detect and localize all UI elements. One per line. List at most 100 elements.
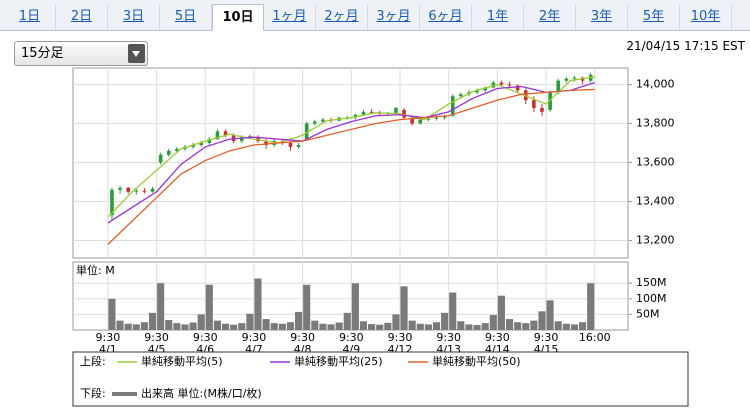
y-tick-label: 100M bbox=[636, 292, 667, 305]
volume-bar bbox=[481, 323, 489, 330]
candle-body bbox=[248, 136, 252, 138]
candle-body bbox=[239, 137, 244, 142]
volume-bar bbox=[116, 320, 124, 330]
candle-body bbox=[499, 82, 504, 85]
candle-body bbox=[394, 107, 398, 113]
volume-bar bbox=[311, 320, 319, 330]
volume-bar bbox=[343, 312, 351, 330]
volume-bar bbox=[579, 322, 587, 330]
volume-bar bbox=[270, 323, 278, 330]
candle-body bbox=[434, 117, 439, 119]
candle-body bbox=[223, 131, 228, 136]
dropdown-label: 15分足 bbox=[21, 46, 64, 61]
volume-bar bbox=[392, 314, 400, 330]
candle-body bbox=[402, 109, 406, 118]
y-tick-label: 14,000 bbox=[636, 78, 675, 91]
y-tick-label: 13,400 bbox=[636, 194, 675, 207]
volume-bar bbox=[221, 323, 230, 330]
volume-bar bbox=[408, 320, 416, 330]
candle-body bbox=[158, 154, 163, 163]
candle-body bbox=[126, 187, 130, 192]
candle-body bbox=[507, 84, 512, 86]
volume-bar bbox=[132, 324, 140, 330]
legend-label: 単純移動平均(25) bbox=[294, 354, 383, 368]
moving-average-line bbox=[107, 76, 595, 218]
volume-bar bbox=[157, 283, 165, 330]
volume-bar bbox=[303, 284, 311, 330]
legend-prefix: 下段: bbox=[80, 386, 106, 400]
candle-body bbox=[556, 80, 561, 93]
volume-bar bbox=[140, 322, 148, 330]
y-tick-label: 13,600 bbox=[636, 156, 675, 169]
legend-label: 単純移動平均(5) bbox=[141, 354, 223, 368]
candle-body bbox=[410, 117, 414, 124]
candle-body bbox=[175, 148, 179, 151]
candle-body bbox=[475, 90, 479, 93]
volume-bar bbox=[587, 283, 595, 330]
x-tick-label: 9:30 bbox=[485, 331, 510, 344]
candle-body bbox=[418, 119, 423, 124]
volume-bar bbox=[384, 322, 392, 330]
volume-bar bbox=[238, 323, 246, 330]
candle-body bbox=[459, 94, 463, 97]
range-tab[interactable]: 3ヶ月 bbox=[368, 4, 420, 30]
candle-body bbox=[150, 188, 155, 192]
legend-label: 出来高 単位:(M株/口/枚) bbox=[141, 386, 262, 400]
y-tick-label: 50M bbox=[636, 307, 660, 320]
timestamp: 21/04/15 17:15 EST bbox=[626, 39, 745, 53]
candle-body bbox=[540, 107, 544, 112]
legend-box bbox=[72, 351, 689, 407]
volume-bar bbox=[522, 323, 530, 330]
candle-body bbox=[264, 141, 268, 145]
x-tick-label: 9:30 bbox=[436, 331, 461, 344]
volume-bar bbox=[432, 322, 441, 330]
range-tab[interactable]: 6ヶ月 bbox=[420, 4, 472, 30]
x-tick-label: 16:00 bbox=[579, 331, 611, 344]
candle-body bbox=[361, 111, 366, 115]
candle-body bbox=[369, 111, 374, 113]
volume-bar bbox=[457, 321, 465, 330]
candle-body bbox=[515, 85, 520, 91]
candle-body bbox=[564, 78, 569, 81]
volume-bar bbox=[189, 322, 197, 330]
range-tab[interactable]: 2日 bbox=[56, 4, 108, 30]
range-tab[interactable]: 5日 bbox=[160, 4, 212, 30]
candle-body bbox=[199, 143, 204, 145]
volume-bar bbox=[230, 324, 238, 330]
range-tab[interactable]: 1ヶ月 bbox=[264, 4, 316, 30]
interval-dropdown[interactable]: 15分足 bbox=[14, 41, 148, 66]
x-tick-label: 9:30 bbox=[290, 331, 315, 344]
x-tick-label: 9:30 bbox=[96, 331, 121, 344]
moving-average-line bbox=[107, 81, 595, 224]
range-tab[interactable]: 2ヶ月 bbox=[316, 4, 368, 30]
range-tab[interactable]: 2年 bbox=[524, 4, 576, 30]
candle-body bbox=[166, 150, 171, 155]
range-tab[interactable]: 3年 bbox=[576, 4, 628, 30]
range-tab[interactable]: 1日 bbox=[4, 4, 56, 30]
candle-body bbox=[572, 77, 577, 79]
range-tab[interactable]: 5年 bbox=[628, 4, 680, 30]
range-tab[interactable]: 3日 bbox=[108, 4, 160, 30]
candle-body bbox=[532, 100, 536, 108]
volume-unit-label: 単位: M bbox=[76, 263, 115, 277]
candle-body bbox=[426, 118, 431, 120]
range-tab[interactable]: 10日 bbox=[212, 4, 264, 31]
candle-body bbox=[207, 139, 212, 144]
volume-bar bbox=[205, 284, 213, 330]
candle-body bbox=[110, 189, 114, 216]
volume-bar bbox=[246, 313, 254, 330]
volume-bar bbox=[473, 325, 481, 330]
x-tick-label: 9:30 bbox=[144, 331, 169, 344]
candle-body bbox=[450, 96, 455, 116]
x-tick-label: 9:30 bbox=[339, 331, 364, 344]
x-tick-label: 9:30 bbox=[388, 331, 413, 344]
volume-bar bbox=[327, 324, 335, 330]
range-tab[interactable]: 10年 bbox=[680, 4, 732, 30]
volume-bar bbox=[351, 283, 359, 330]
moving-average-line bbox=[107, 88, 595, 245]
volume-bar bbox=[173, 323, 181, 330]
volume-bar bbox=[449, 292, 457, 330]
range-tab[interactable]: 1年 bbox=[472, 4, 524, 30]
